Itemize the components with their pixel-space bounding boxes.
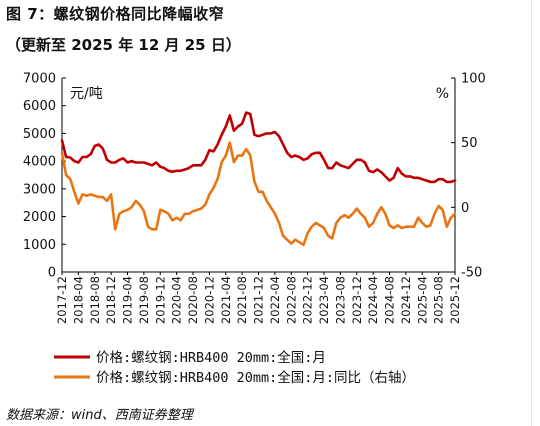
x-tick-label: 2024-04 bbox=[366, 276, 380, 324]
series-line-1 bbox=[60, 111, 457, 184]
x-tick-label: 2021-12 bbox=[252, 276, 266, 324]
x-tick-label: 2024-12 bbox=[399, 276, 413, 324]
chart-subtitle: （更新至 2025 年 12 月 25 日） bbox=[6, 36, 241, 54]
y-left-tick-label: 7000 bbox=[23, 72, 56, 87]
left-unit-label: 元/吨 bbox=[70, 86, 103, 102]
x-tick-label: 2021-04 bbox=[219, 276, 233, 324]
source-note: 数据来源：wind、西南证券整理 bbox=[6, 408, 193, 423]
y-left-tick-label: 1000 bbox=[23, 238, 56, 253]
y-left-tick-label: 6000 bbox=[23, 99, 56, 114]
x-tick-label: 2020-08 bbox=[186, 276, 200, 324]
x-tick-label: 2018-08 bbox=[88, 276, 102, 324]
x-tick-label: 2019-12 bbox=[153, 276, 167, 324]
x-tick-label: 2020-04 bbox=[170, 276, 184, 324]
x-tick-label: 2018-04 bbox=[71, 276, 85, 324]
y-left-tick-label: 3000 bbox=[23, 182, 56, 197]
y-right-tick-label: 50 bbox=[461, 136, 478, 151]
series-line-2 bbox=[60, 141, 457, 247]
y-right-tick-label: 100 bbox=[461, 72, 486, 87]
x-tick-label: 2018-12 bbox=[104, 276, 118, 324]
y-left-tick-label: 0 bbox=[48, 266, 56, 281]
x-tick-label: 2023-04 bbox=[317, 276, 331, 324]
chart-title: 图 7：螺纹钢价格同比降幅收窄 bbox=[6, 5, 225, 23]
x-tick-label: 2021-08 bbox=[235, 276, 249, 324]
page-edge-divider bbox=[531, 0, 540, 426]
chart-legend: 价格:螺纹钢:HRB400 20mm:全国:月价格:螺纹钢:HRB400 20m… bbox=[54, 349, 415, 386]
x-tick-label: 2022-04 bbox=[268, 276, 282, 324]
x-tick-label: 2023-12 bbox=[350, 276, 364, 324]
y-left-tick-label: 2000 bbox=[23, 210, 56, 225]
x-tick-label: 2022-08 bbox=[284, 276, 298, 324]
chart-lines bbox=[60, 111, 457, 247]
chart-axes: 0 1000 2000 3000 4000 5000 6000 7000 -50 0 50 100 元/… bbox=[23, 72, 486, 325]
legend-label-2: 价格:螺纹钢:HRB400 20mm:全国:月:同比（右轴） bbox=[96, 369, 415, 386]
x-tick-label: 2024-08 bbox=[383, 276, 397, 324]
x-tick-label: 2025-12 bbox=[448, 276, 462, 324]
y-right-tick-label: -50 bbox=[461, 266, 482, 281]
y-right-tick-label: 0 bbox=[461, 201, 469, 216]
x-tick-label: 2017-12 bbox=[55, 276, 69, 324]
x-tick-label: 2019-04 bbox=[121, 276, 135, 324]
y-left-tick-label: 5000 bbox=[23, 127, 56, 142]
y-left-tick-label: 4000 bbox=[23, 155, 56, 170]
x-tick-label: 2023-08 bbox=[333, 276, 347, 324]
x-tick-label: 2020-12 bbox=[202, 276, 216, 324]
legend-label-1: 价格:螺纹钢:HRB400 20mm:全国:月 bbox=[96, 349, 326, 366]
x-tick-label: 2025-08 bbox=[432, 276, 446, 324]
x-tick-label: 2019-08 bbox=[137, 276, 151, 324]
right-unit-label: % bbox=[436, 86, 449, 102]
x-tick-label: 2025-04 bbox=[415, 276, 429, 324]
x-tick-label: 2022-12 bbox=[301, 276, 315, 324]
